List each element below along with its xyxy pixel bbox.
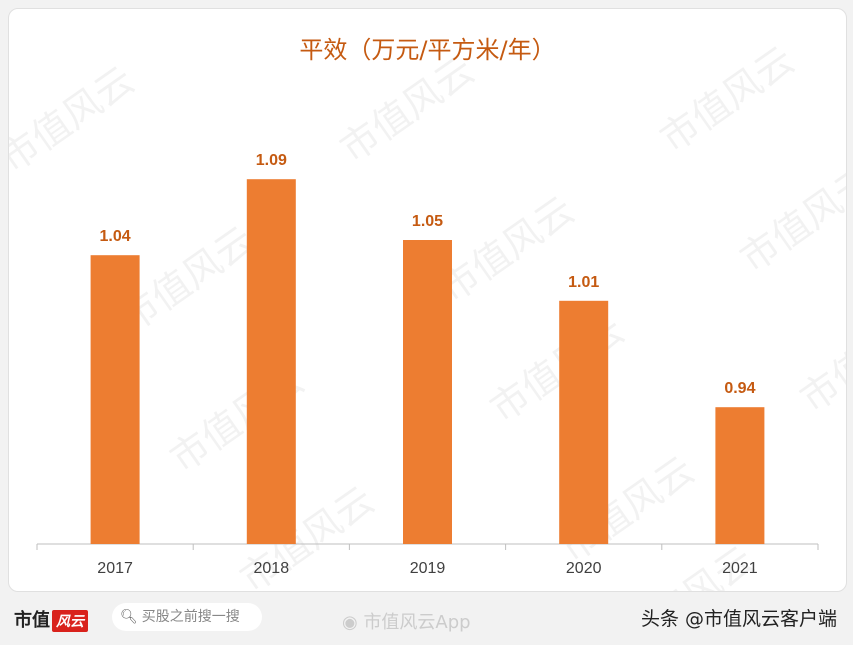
chart-card: 市值风云 市值风云 市值风云 市值风云 市值风云 市值风云 市值风云 市值风云 市值风云 市值风云… [8, 8, 847, 592]
logo-text: 市值 [14, 610, 50, 631]
search-placeholder: 买股之前搜一搜 [141, 609, 240, 625]
bar-2021 [715, 407, 765, 544]
x-tick-label: 2021 [722, 560, 758, 577]
bar-2019 [403, 240, 452, 544]
weibo-icon: ◉ [342, 612, 364, 633]
weibo-watermark: ◉ 市值风云App [342, 608, 471, 634]
bar-chart: 平效（万元/平方米/年） 1.04 2017 1.09 2018 1.05 2019 1.01… [36, 36, 819, 577]
data-label: 1.01 [568, 274, 599, 291]
x-tick-label: 2018 [254, 560, 290, 577]
footer-bar: 市值 风云 🔍︎ 买股之前搜一搜 ◉ 市值风云App 头条 @市值风云客户端 [0, 592, 853, 645]
bar-2018 [246, 179, 296, 544]
data-label: 0.94 [724, 380, 755, 397]
data-label: 1.09 [256, 152, 287, 169]
weibo-text: 市值风云App [363, 612, 471, 633]
chart-title: 平效（万元/平方米/年） [299, 36, 555, 64]
x-tick-label: 2020 [566, 560, 602, 577]
logo-mark: 风云 [52, 610, 88, 632]
x-tick-label: 2017 [97, 560, 133, 577]
data-label: 1.04 [100, 228, 131, 245]
bar-2020 [559, 300, 609, 544]
toutiao-credit: 头条 @市值风云客户端 [640, 608, 837, 630]
data-label: 1.05 [412, 213, 443, 230]
search-box[interactable]: 🔍︎ 买股之前搜一搜 [112, 603, 262, 631]
search-icon: 🔍︎ [120, 609, 138, 625]
bar-2017 [90, 255, 140, 544]
x-tick-label: 2019 [410, 560, 446, 577]
brand-logo: 市值 风云 [14, 606, 88, 632]
